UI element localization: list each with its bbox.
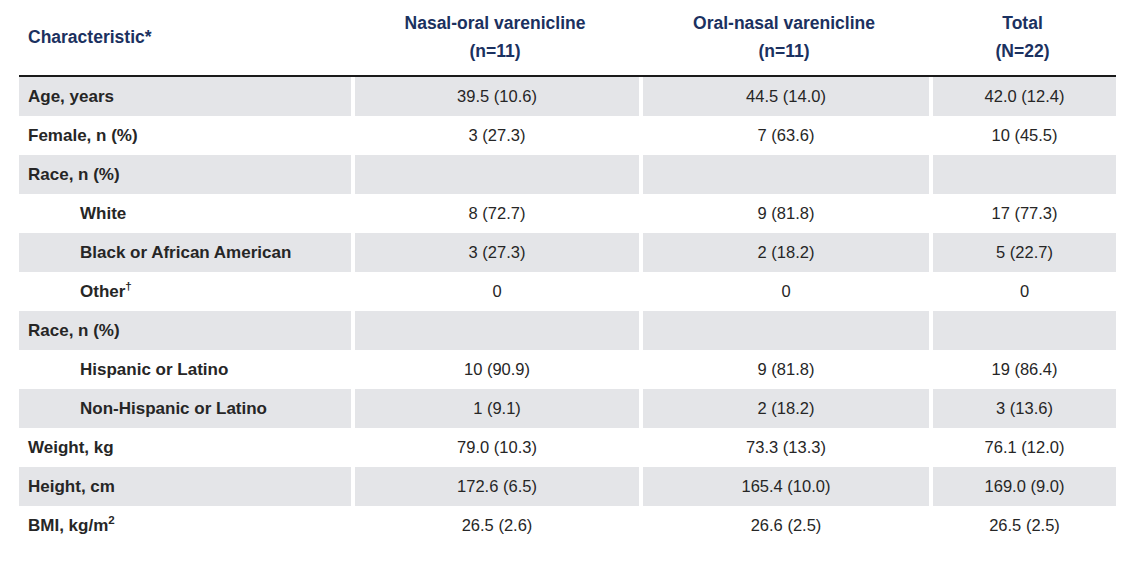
row-label: Female, n (%) xyxy=(19,116,351,155)
cell-value: 8 (72.7) xyxy=(351,194,639,233)
cell-value: 39.5 (10.6) xyxy=(351,77,639,116)
cell-value: 0 xyxy=(639,272,929,311)
row-label-text: Race, n (%) xyxy=(28,165,120,184)
table-row: Black or African American 3 (27.3)2 (18.2… xyxy=(19,233,1116,272)
table-header: Characteristic* Nasal-oral varenicline (… xyxy=(19,0,1116,77)
cell-value: 44.5 (14.0) xyxy=(639,77,929,116)
table-row: Height, cm 172.6 (6.5)165.4 (10.0)169.0 (… xyxy=(19,467,1116,506)
table-body: Age, years 39.5 (10.6)44.5 (14.0)42.0 (12… xyxy=(19,77,1116,545)
cell-value: 26.5 (2.6) xyxy=(351,506,639,545)
table-header-row: Characteristic* Nasal-oral varenicline (… xyxy=(19,0,1116,77)
cell-value: 0 xyxy=(351,272,639,311)
table-row: Non-Hispanic or Latino 1 (9.1)2 (18.2)3 (… xyxy=(19,389,1116,428)
cell-value: 2 (18.2) xyxy=(639,233,929,272)
cell-value: 1 (9.1) xyxy=(351,389,639,428)
cell-value: 26.6 (2.5) xyxy=(639,506,929,545)
cell-value: 26.5 (2.5) xyxy=(929,506,1116,545)
row-label: Age, years xyxy=(19,77,351,116)
table-row: Weight, kg 79.0 (10.3)73.3 (13.3)76.1 (12… xyxy=(19,428,1116,467)
cell-value: 165.4 (10.0) xyxy=(639,467,929,506)
row-label: White xyxy=(19,194,351,233)
cell-value: 172.6 (6.5) xyxy=(351,467,639,506)
cell-value: 73.3 (13.3) xyxy=(639,428,929,467)
table-row: Hispanic or Latino 10 (90.9)9 (81.8)19 (8… xyxy=(19,350,1116,389)
row-label-text: Age, years xyxy=(28,87,114,106)
cell-value: 17 (77.3) xyxy=(929,194,1116,233)
cell-value: 10 (45.5) xyxy=(929,116,1116,155)
cell-value: 169.0 (9.0) xyxy=(929,467,1116,506)
row-label-text: Race, n (%) xyxy=(28,321,120,340)
table-row: Female, n (%) 3 (27.3)7 (63.6)10 (45.5) xyxy=(19,116,1116,155)
table-row: Other†000 xyxy=(19,272,1116,311)
row-label: Hispanic or Latino xyxy=(19,350,351,389)
cell-value: 42.0 (12.4) xyxy=(929,77,1116,116)
cell-value: 3 (13.6) xyxy=(929,389,1116,428)
cell-value xyxy=(929,311,1116,350)
row-label-text: Weight, kg xyxy=(28,438,114,457)
cell-value: 79.0 (10.3) xyxy=(351,428,639,467)
row-label: Other† xyxy=(19,272,351,311)
column-header-total: Total (N=22) xyxy=(929,0,1116,77)
cell-value: 76.1 (12.0) xyxy=(929,428,1116,467)
cell-value: 0 xyxy=(929,272,1116,311)
row-label: Height, cm xyxy=(19,467,351,506)
column-header-characteristic: Characteristic* xyxy=(19,0,351,77)
row-label-text: Other xyxy=(80,282,125,301)
column-header-oral-nasal-varenicline: Oral-nasal varenicline (n=11) xyxy=(639,0,929,77)
cell-value: 9 (81.8) xyxy=(639,350,929,389)
table-row: Age, years 39.5 (10.6)44.5 (14.0)42.0 (12… xyxy=(19,77,1116,116)
cell-value: 19 (86.4) xyxy=(929,350,1116,389)
row-label: Race, n (%) xyxy=(19,311,351,350)
cell-value: 2 (18.2) xyxy=(639,389,929,428)
row-label: BMI, kg/m2 xyxy=(19,506,351,545)
row-label: Non-Hispanic or Latino xyxy=(19,389,351,428)
column-header-nasal-oral-varenicline: Nasal-oral varenicline (n=11) xyxy=(351,0,639,77)
row-label-text: Black or African American xyxy=(80,243,291,262)
cell-value: 9 (81.8) xyxy=(639,194,929,233)
cell-value xyxy=(639,155,929,194)
cell-value xyxy=(639,311,929,350)
characteristics-table: Characteristic* Nasal-oral varenicline (… xyxy=(19,0,1116,545)
cell-value xyxy=(351,155,639,194)
cell-value: 5 (22.7) xyxy=(929,233,1116,272)
cell-value: 10 (90.9) xyxy=(351,350,639,389)
characteristics-table-container: Characteristic* Nasal-oral varenicline (… xyxy=(19,0,1116,545)
cell-value: 7 (63.6) xyxy=(639,116,929,155)
row-label-text: White xyxy=(80,204,126,223)
row-label: Weight, kg xyxy=(19,428,351,467)
row-label: Black or African American xyxy=(19,233,351,272)
row-label-superscript: † xyxy=(125,280,131,292)
table-row: BMI, kg/m226.5 (2.6)26.6 (2.5)26.5 (2.5) xyxy=(19,506,1116,545)
row-label-superscript: 2 xyxy=(108,514,114,526)
cell-value: 3 (27.3) xyxy=(351,233,639,272)
table-row: Race, n (%) xyxy=(19,311,1116,350)
row-label-text: Height, cm xyxy=(28,477,115,496)
row-label-text: BMI, kg/m xyxy=(28,516,108,535)
row-label-text: Female, n (%) xyxy=(28,126,138,145)
table-row: Race, n (%) xyxy=(19,155,1116,194)
table-row: White 8 (72.7)9 (81.8)17 (77.3) xyxy=(19,194,1116,233)
cell-value xyxy=(351,311,639,350)
row-label: Race, n (%) xyxy=(19,155,351,194)
cell-value: 3 (27.3) xyxy=(351,116,639,155)
row-label-text: Non-Hispanic or Latino xyxy=(80,399,267,418)
row-label-text: Hispanic or Latino xyxy=(80,360,228,379)
cell-value xyxy=(929,155,1116,194)
